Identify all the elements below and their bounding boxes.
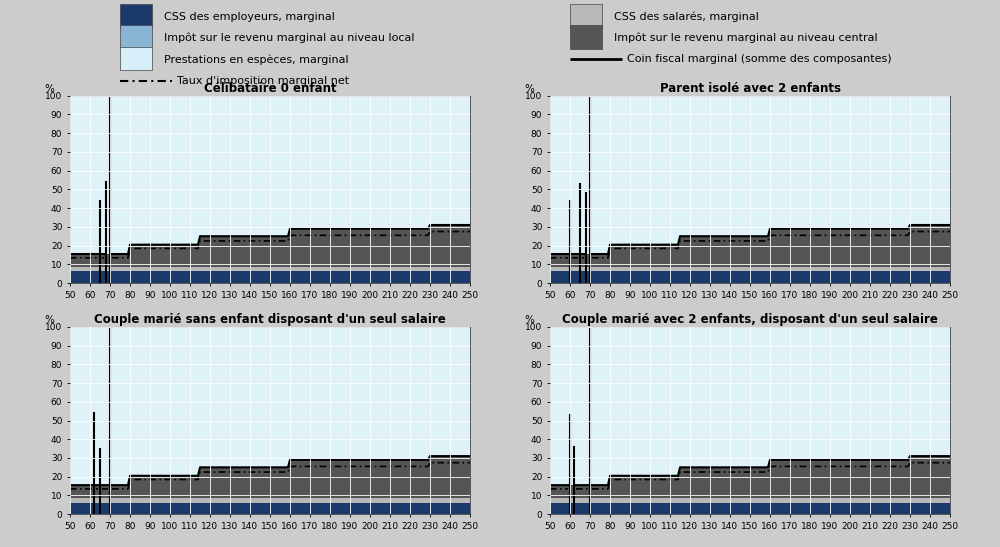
- Text: CSS des salarés, marginal: CSS des salarés, marginal: [614, 11, 759, 22]
- Text: %: %: [44, 315, 54, 325]
- Text: Taux d'imposition marginal net: Taux d'imposition marginal net: [177, 75, 349, 85]
- Text: %: %: [44, 84, 54, 94]
- Text: Impôt sur le revenu marginal au niveau local: Impôt sur le revenu marginal au niveau l…: [164, 33, 415, 43]
- Bar: [120, 4, 152, 28]
- Text: Prestations en espèces, marginal: Prestations en espèces, marginal: [164, 54, 349, 65]
- Text: CSS des employeurs, marginal: CSS des employeurs, marginal: [164, 12, 335, 22]
- Text: Impôt sur le revenu marginal au niveau central: Impôt sur le revenu marginal au niveau c…: [614, 33, 878, 43]
- Bar: [570, 25, 602, 49]
- Bar: [570, 4, 602, 28]
- Bar: [120, 46, 152, 71]
- Text: %: %: [524, 84, 534, 94]
- Title: Parent isolé avec 2 enfants: Parent isolé avec 2 enfants: [660, 82, 840, 95]
- Text: %: %: [524, 315, 534, 325]
- Title: Couple marié sans enfant disposant d'un seul salaire: Couple marié sans enfant disposant d'un …: [94, 313, 446, 325]
- Title: Célibataire 0 enfant: Célibataire 0 enfant: [204, 82, 336, 95]
- Title: Couple marié avec 2 enfants, disposant d'un seul salaire: Couple marié avec 2 enfants, disposant d…: [562, 313, 938, 325]
- Bar: [120, 25, 152, 49]
- Text: Coin fiscal marginal (somme des composantes): Coin fiscal marginal (somme des composan…: [627, 54, 892, 65]
